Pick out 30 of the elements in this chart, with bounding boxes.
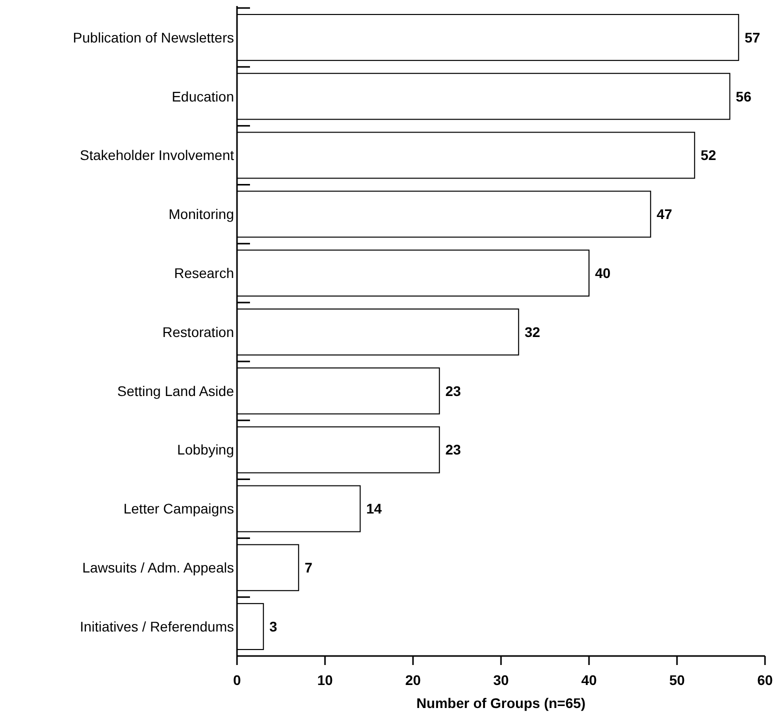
y-tick-label: Stakeholder Involvement <box>80 147 234 164</box>
y-tick-label: Research <box>174 264 234 281</box>
data-label: 3 <box>269 618 278 634</box>
data-label: 23 <box>445 382 462 399</box>
y-tick-label: Publication of Newsletters <box>72 29 234 46</box>
x-tick-label: 50 <box>669 672 685 688</box>
data-label: 40 <box>595 264 611 281</box>
y-tick-label: Lawsuits / Adm. Appeals <box>82 560 234 576</box>
data-label: 23 <box>445 442 462 458</box>
y-tick-label: Restoration <box>162 324 234 340</box>
x-tick-label: 20 <box>405 672 421 688</box>
y-tick-label: Letter Campaigns <box>123 500 234 517</box>
data-label: 47 <box>656 206 672 222</box>
data-label: 14 <box>366 500 382 517</box>
y-tick-label: Monitoring <box>168 206 234 222</box>
data-label: 56 <box>736 88 752 104</box>
x-axis-title: Number of Groups (n=65) <box>416 695 586 711</box>
y-tick-label: Initiatives / Referendums <box>80 618 234 634</box>
y-tick-label: Lobbying <box>177 442 234 458</box>
data-label: 7 <box>304 560 313 576</box>
data-label: 57 <box>744 29 760 46</box>
data-label: 32 <box>524 324 540 340</box>
x-tick-label: 40 <box>581 672 597 688</box>
y-tick-label: Setting Land Aside <box>117 382 234 399</box>
x-tick-label: 60 <box>757 672 773 688</box>
x-tick-label: 0 <box>233 672 242 688</box>
x-tick-label: 30 <box>493 672 509 688</box>
y-tick-label: Education <box>172 88 234 104</box>
x-tick-label: 10 <box>317 672 333 688</box>
data-label: 52 <box>700 147 716 164</box>
